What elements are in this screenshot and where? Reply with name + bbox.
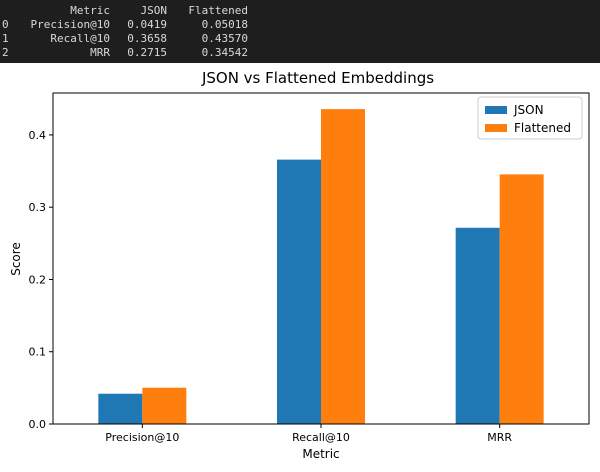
bar-flattened-mrr: [499, 174, 544, 424]
legend: JSON Flattened: [477, 96, 583, 140]
dataframe-header-metric: Metric: [70, 4, 110, 17]
dataframe-header-flattened: Flattened: [188, 4, 248, 17]
dataframe-output: Metric JSON Flattened 0 Precision@10 0.0…: [0, 0, 600, 62]
bar-json-mrr: [455, 227, 500, 424]
bar-chart: JSON vs Flattened Embeddings 0.00.10.20.…: [9, 69, 590, 461]
y-tick-label: 0.3: [29, 201, 47, 214]
y-tick-label: 0.1: [29, 346, 47, 359]
dataframe-row-index: 0: [2, 18, 9, 31]
dataframe-row-metric: Precision@10: [30, 18, 110, 31]
dataframe-row-flattened: 0.43570: [201, 32, 248, 45]
y-axis-label: Score: [9, 242, 23, 276]
bar-flattened-precision-10: [142, 387, 187, 424]
dataframe-row-json: 0.3658: [127, 32, 167, 45]
y-tick-label: 0.2: [29, 273, 47, 286]
bars-group: [98, 109, 544, 425]
dataframe-row-metric: Recall@10: [50, 32, 110, 45]
dataframe-row-flattened: 0.34542: [201, 46, 248, 59]
x-tick-label: Precision@10: [105, 431, 179, 444]
x-axis-label: Metric: [302, 447, 339, 461]
x-tick-label: MRR: [487, 431, 512, 444]
y-ticks-group: 0.0 0.1 0.2 0.3 0.4: [29, 129, 53, 431]
legend-swatch-json: [485, 106, 507, 114]
legend-label-flattened: Flattened: [514, 121, 571, 135]
legend-swatch-flattened: [485, 124, 507, 132]
bar-json-recall-10: [277, 159, 321, 425]
dataframe-row-flattened: 0.05018: [201, 18, 248, 31]
dataframe-row-index: 1: [2, 32, 9, 45]
y-tick-label: 0.0: [29, 418, 47, 431]
dataframe-header-row: Metric JSON Flattened: [0, 4, 600, 18]
x-ticks-group: Precision@10 Recall@10 MRR: [105, 424, 512, 444]
legend-label-json: JSON: [513, 103, 544, 117]
dataframe-row: 0 Precision@10 0.0419 0.05018: [0, 18, 600, 32]
dataframe-row-json: 0.0419: [127, 18, 167, 31]
plot-panel: JSON vs Flattened Embeddings 0.0 0.1 0.2 0.…: [0, 63, 600, 472]
dataframe-row-json: 0.2715: [127, 46, 167, 59]
bar-flattened-recall-10: [321, 109, 365, 424]
bar-json-precision-10: [98, 393, 143, 424]
y-tick-label: 0.4: [29, 129, 47, 142]
dataframe-header-json: JSON: [140, 4, 168, 17]
dataframe-row: 1 Recall@10 0.3658 0.43570: [0, 32, 600, 46]
dataframe-row-index: 2: [2, 46, 9, 59]
dataframe-row-metric: MRR: [90, 46, 110, 59]
x-tick-label: Recall@10: [292, 431, 350, 444]
dataframe-row: 2 MRR 0.2715 0.34542: [0, 46, 600, 60]
chart-title: JSON vs Flattened Embeddings: [201, 69, 434, 87]
